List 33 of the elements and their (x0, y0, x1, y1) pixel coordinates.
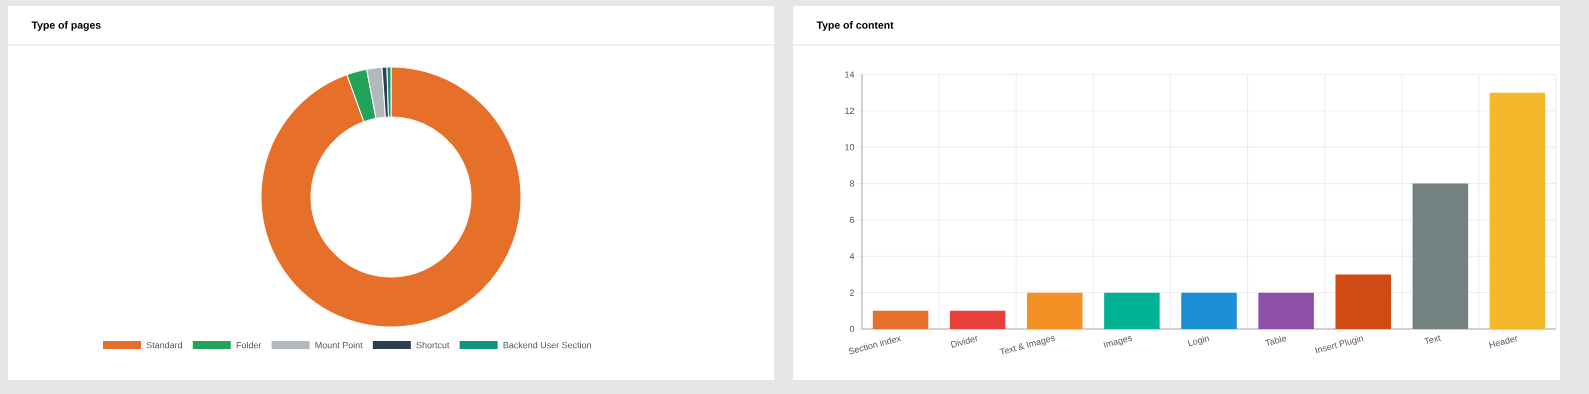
bar (1181, 292, 1237, 329)
legend-label: Mount Point (315, 341, 363, 349)
chart-title: Type of content (816, 21, 894, 31)
x-tick-label: Login (1187, 335, 1210, 347)
bar (1412, 183, 1469, 329)
bar (949, 310, 1006, 329)
bar (1027, 292, 1083, 329)
x-tick-label: Divider (950, 336, 978, 348)
x-tick-label: Text & Images (999, 336, 1055, 355)
legend-label: Shortcut (416, 341, 450, 349)
y-tick-label: 2 (849, 289, 855, 296)
x-tick-label: Images (1103, 336, 1133, 348)
y-tick-label: 12 (845, 107, 855, 114)
y-tick-label: 6 (849, 216, 855, 224)
legend-label: Standard (146, 341, 183, 349)
y-tick-label: 10 (845, 144, 855, 151)
bar (1258, 292, 1314, 329)
y-tick-label: 0 (849, 325, 855, 333)
x-tick-label: Header (1489, 336, 1518, 349)
bar (1335, 274, 1391, 329)
x-tick-label: Text (1423, 335, 1442, 345)
y-tick-label: 4 (849, 253, 855, 260)
x-tick-label: Section index (848, 336, 902, 355)
legend-label: Folder (236, 341, 262, 349)
legend-label: Backend User Section (503, 341, 591, 349)
x-tick-label: Insert Plugin (1315, 335, 1364, 354)
chart-title: Type of pages (31, 21, 101, 31)
bar (1489, 92, 1546, 329)
bar (1104, 292, 1160, 329)
x-tick-label: Table (1264, 335, 1287, 346)
y-tick-label: 14 (845, 71, 855, 78)
bar (872, 310, 929, 329)
y-tick-label: 8 (849, 180, 855, 187)
